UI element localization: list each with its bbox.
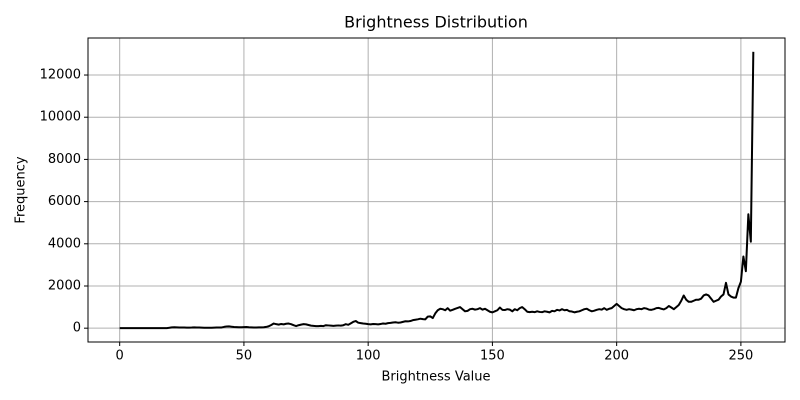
x-tick-label: 200 bbox=[604, 349, 629, 364]
chart-title: Brightness Distribution bbox=[344, 13, 528, 32]
x-tick-label: 0 bbox=[116, 349, 124, 364]
x-tick-label: 100 bbox=[356, 349, 381, 364]
line-series bbox=[119, 51, 755, 330]
y-axis-label: Frequency bbox=[14, 156, 29, 223]
y-tick-label: 2000 bbox=[48, 278, 81, 293]
y-tick-label: 8000 bbox=[48, 152, 81, 167]
x-tick-label: 250 bbox=[728, 349, 753, 364]
y-tick-label: 6000 bbox=[48, 194, 81, 209]
y-tick-label: 4000 bbox=[48, 236, 81, 251]
x-tick-label: 50 bbox=[236, 349, 253, 364]
y-tick-label: 12000 bbox=[40, 68, 81, 83]
y-tick-label: 0 bbox=[73, 321, 81, 336]
x-axis-label: Brightness Value bbox=[381, 370, 490, 385]
plot-frame bbox=[87, 37, 786, 343]
y-tick-label: 10000 bbox=[40, 110, 81, 125]
x-tick-label: 150 bbox=[480, 349, 505, 364]
